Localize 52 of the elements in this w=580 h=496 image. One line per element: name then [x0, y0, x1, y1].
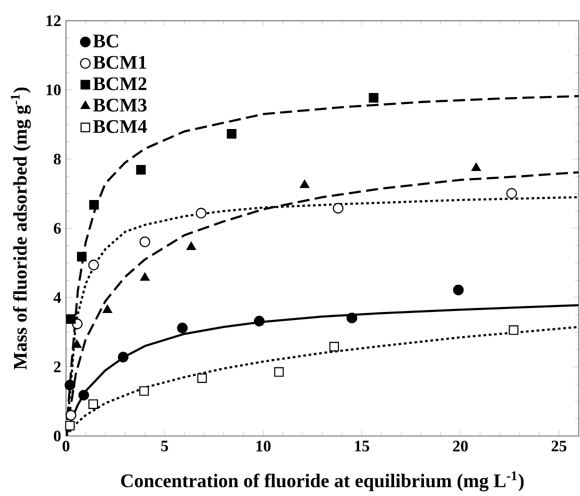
- point: [332, 202, 344, 214]
- y-tick-label: 10: [46, 84, 61, 96]
- point: [254, 316, 265, 326]
- x-tick-label: 10: [256, 440, 271, 452]
- point: [300, 180, 310, 188]
- point: [72, 340, 82, 348]
- point: [88, 399, 98, 409]
- point: [66, 314, 76, 324]
- point: [226, 129, 236, 139]
- x-tick-label: 15: [355, 440, 370, 452]
- x-tick-label: 20: [453, 440, 468, 452]
- y-tick-label: 12: [46, 15, 61, 26]
- legend-label: BCM2: [93, 77, 146, 90]
- point: [118, 352, 129, 362]
- point: [76, 252, 87, 262]
- point: [506, 188, 517, 199]
- point: [508, 325, 518, 335]
- point: [89, 200, 99, 210]
- x-tick-label: 5: [161, 440, 168, 452]
- y-tick-label: 4: [54, 292, 61, 303]
- legend-label: BCM3: [93, 98, 147, 112]
- y-tick-label: 8: [54, 154, 61, 164]
- point: [453, 284, 464, 296]
- point: [471, 162, 481, 172]
- point: [140, 236, 150, 248]
- point: [136, 165, 146, 175]
- x-axis-title: Concentration of fluoride at equilibrium (mg L$^{-1}$): [121, 471, 524, 492]
- legend-label: BCM4: [93, 120, 147, 133]
- y-tick-label: 0: [54, 430, 61, 442]
- point: [274, 367, 284, 377]
- point: [102, 304, 112, 313]
- y-axis-title: Mass of fluoride adsorbed (mg g$^{-1}$): [10, 88, 31, 370]
- point: [368, 93, 378, 103]
- point: [196, 208, 206, 218]
- point: [64, 380, 76, 390]
- y-tick-label: 2: [54, 361, 61, 372]
- y-tick-label: 6: [54, 222, 61, 234]
- point: [88, 260, 99, 270]
- point: [140, 272, 150, 281]
- point: [346, 312, 358, 324]
- legend-label: BCM1: [93, 56, 146, 69]
- legend-label: BC: [93, 34, 118, 48]
- point: [197, 373, 207, 383]
- point: [186, 242, 196, 250]
- point: [329, 342, 339, 352]
- point: [139, 386, 149, 396]
- point: [78, 390, 90, 400]
- x-tick-label: 25: [552, 440, 566, 452]
- point: [177, 322, 188, 334]
- point: [66, 410, 76, 421]
- point: [65, 420, 75, 430]
- x-tick-label: 0: [62, 440, 70, 452]
